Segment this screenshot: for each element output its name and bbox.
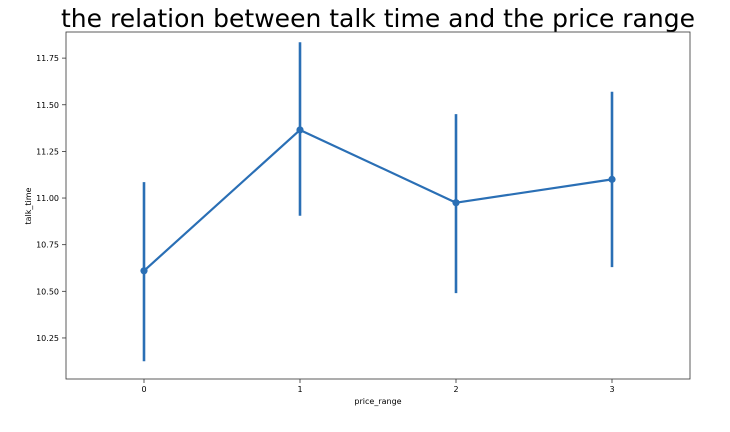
y-tick-label: 10.75 [36, 241, 59, 250]
y-axis: 10.25 10.50 10.75 11.00 11.25 11.50 11.75 [36, 54, 66, 343]
chart-title: the relation between talk time and the p… [61, 4, 695, 33]
y-tick-label: 11.50 [36, 101, 59, 110]
y-tick-label: 10.25 [36, 334, 59, 343]
plot-frame [65, 31, 691, 380]
x-axis: 0 1 2 3 [141, 379, 615, 394]
x-tick-label: 2 [453, 385, 458, 394]
x-tick-label: 0 [141, 385, 146, 394]
data-points [140, 126, 616, 275]
error-bars [142, 42, 614, 362]
series-line [143, 128, 613, 272]
data-point [452, 199, 460, 207]
data-point [608, 175, 616, 183]
x-tick-label: 3 [609, 385, 614, 394]
y-tick-label: 11.00 [36, 194, 59, 203]
y-tick-label: 11.25 [36, 147, 59, 156]
y-tick-label: 10.50 [36, 287, 59, 296]
x-axis-label: price_range [354, 397, 401, 406]
data-point [296, 126, 304, 134]
x-tick-label: 1 [297, 385, 302, 394]
y-tick-label: 11.75 [36, 54, 59, 63]
y-axis-label: talk_time [24, 187, 33, 224]
data-point [140, 267, 148, 275]
